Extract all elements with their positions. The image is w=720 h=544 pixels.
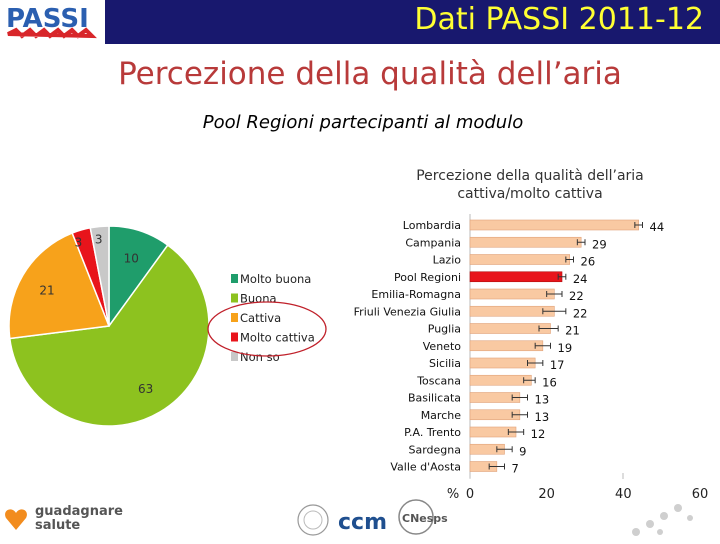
salute-text: salute (35, 518, 80, 533)
pie-chart: 10 63 21 3 3 (8, 225, 210, 427)
ccm-logo: ccm (338, 510, 387, 535)
bar-pool-regioni (469, 271, 563, 283)
x-tick-0: 0 (466, 487, 474, 502)
header-title: Dati PASSI 2011-12 (414, 2, 704, 37)
x-tick-40: 40 (615, 487, 632, 502)
bar-category-sicilia: Sicilia (429, 357, 461, 370)
bar-value-puglia: 21 (565, 324, 580, 338)
legend-label-non-so: Non so (240, 350, 280, 364)
header-bar: Dati PASSI 2011-12 (105, 0, 720, 44)
pie-label-molto-cattiva: 3 (75, 235, 83, 249)
legend-label-molto-buona: Molto buona (240, 272, 311, 286)
bar-value-toscana: 16 (542, 375, 557, 389)
bar-category-campania: Campania (405, 236, 461, 249)
bar-category-basilicata: Basilicata (408, 392, 461, 405)
bar-value-emilia-romagna: 22 (569, 289, 584, 303)
bar-category-p-a-trento: P.A. Trento (404, 426, 461, 439)
bar-emilia-romagna (469, 288, 555, 300)
page-title: Percezione della qualità dell’aria (118, 56, 622, 92)
pie-slice-cattiva (8, 232, 111, 340)
legend-swatch-non-so (231, 352, 238, 361)
cnesps-logo-circle (398, 499, 434, 535)
bar-value-pool-regioni: 24 (573, 272, 588, 286)
bar-value-veneto: 19 (558, 341, 573, 355)
bar-category-sardegna: Sardegna (409, 443, 462, 456)
passi-logo-wave (7, 27, 97, 39)
passi-logo: PASSI (0, 0, 105, 44)
bar-value-valle-d-aosta: 7 (512, 462, 519, 476)
bar-value-sicilia: 17 (550, 358, 565, 372)
bar-category-valle-d-aosta: Valle d'Aosta (390, 461, 461, 474)
bar-category-toscana: Toscana (416, 374, 461, 387)
bar-value-lazio: 26 (581, 255, 596, 269)
footer: guadagnare salute ccm CNesps (0, 498, 720, 540)
bar-value-campania: 29 (592, 237, 607, 251)
legend-swatch-buona (231, 293, 238, 303)
bar-chart: Lombardia 44 Campania 29 Lazio 26 Pool Regioni… (354, 214, 709, 502)
pie-slice-non-so (89, 225, 110, 327)
bar-value-marche: 13 (535, 410, 550, 424)
pie-slice-buona (8, 244, 210, 427)
bar-category-lazio: Lazio (433, 254, 462, 267)
bar-lazio (469, 254, 570, 265)
legend-label-cattiva: Cattiva (240, 311, 281, 325)
x-tick-60: 60 (692, 487, 709, 502)
bar-chart-title: Percezione della qualità dell’aria catti… (416, 168, 644, 202)
bar-category-lombardia: Lombardia (403, 219, 461, 232)
bar-value-friuli-venezia-giulia: 22 (573, 306, 588, 320)
pie-label-cattiva: 21 (39, 283, 54, 297)
bar-category-veneto: Veneto (423, 340, 461, 353)
page-subtitle: Pool Regioni partecipanti al modulo (202, 112, 524, 133)
bar-value-basilicata: 13 (535, 393, 550, 407)
guadagnare-salute-logo: guadagnare salute (5, 504, 123, 533)
bar-lombardia (469, 219, 639, 231)
bar-friuli-venezia-giulia (469, 305, 555, 317)
cnesps-logo: CNesps (402, 512, 448, 525)
legend-swatch-cattiva (231, 313, 238, 322)
legend-highlight-circle (207, 301, 327, 357)
passi-logo-text: PASSI (6, 4, 89, 34)
bar-toscana (469, 374, 532, 386)
bar-value-lombardia: 44 (650, 220, 665, 234)
bar-category-friuli-venezia-giulia: Friuli Venezia Giulia (354, 305, 461, 318)
bar-value-sardegna: 9 (519, 444, 526, 458)
pie-label-buona: 63 (138, 382, 153, 396)
pie-label-non-so: 3 (95, 232, 103, 246)
bar-category-marche: Marche (421, 409, 462, 422)
x-axis-label: % (447, 487, 459, 502)
legend-swatch-molto-buona (231, 274, 238, 283)
bar-campania (469, 236, 582, 248)
bar-sicilia (469, 357, 536, 369)
guadagnare-text: guadagnare (35, 504, 123, 519)
pie-label-molto-buona: 10 (124, 252, 139, 266)
bar-category-pool-regioni: Pool Regioni (394, 271, 461, 284)
x-tick-20: 20 (538, 487, 555, 502)
legend-swatch-molto-cattiva (231, 332, 238, 342)
bar-category-emilia-romagna: Emilia-Romagna (371, 288, 461, 301)
bar-category-puglia: Puglia (428, 323, 461, 336)
bar-puglia (469, 323, 551, 334)
bar-value-p-a-trento: 12 (531, 427, 546, 441)
ministry-seal-icon (297, 504, 329, 536)
ministry-seal-inner (303, 510, 323, 530)
decorative-dots (632, 504, 693, 536)
heart-icon (5, 509, 27, 530)
bar-veneto (469, 340, 544, 352)
legend-label-molto-cattiva: Molto cattiva (240, 331, 315, 345)
